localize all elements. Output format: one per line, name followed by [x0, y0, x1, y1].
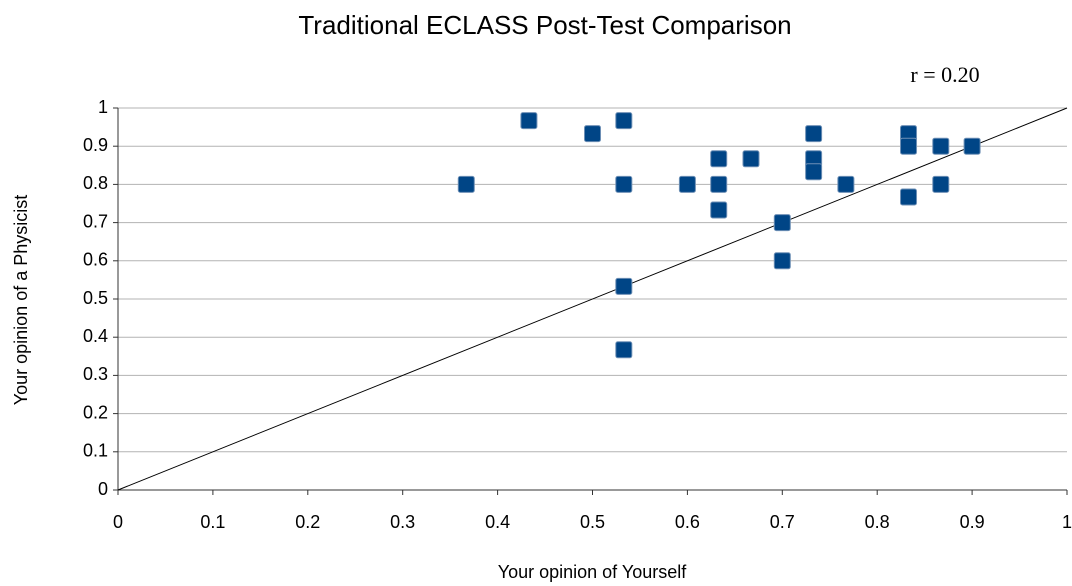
point: [615, 341, 633, 359]
point: [615, 175, 633, 193]
x-tick-label: 0.4: [485, 512, 510, 532]
point: [900, 137, 918, 155]
point: [742, 150, 760, 168]
annotation: r = 0.20: [910, 62, 979, 87]
point: [837, 175, 855, 193]
point: [520, 112, 538, 130]
point: [710, 150, 728, 168]
y-tick-label: 0.7: [83, 211, 108, 231]
x-tick-label: 0.3: [390, 512, 415, 532]
point: [457, 175, 475, 193]
x-tick-label: 0.7: [770, 512, 795, 532]
chart-title: Traditional ECLASS Post-Test Comparison: [298, 10, 791, 40]
reference-line: [117, 107, 1068, 491]
y-tick-label: 0.6: [83, 250, 108, 270]
x-tick-label: 0.5: [580, 512, 605, 532]
point: [773, 214, 791, 232]
x-tick-label: 0.9: [960, 512, 985, 532]
point: [584, 125, 601, 143]
x-tick-label: 0.2: [295, 512, 320, 532]
x-axis-label: Your opinion of Yourself: [498, 562, 687, 582]
x-tick-label: 0: [113, 512, 123, 532]
point: [932, 175, 950, 193]
y-tick-label: 0.1: [83, 441, 108, 461]
y-tick-label: 0.9: [83, 135, 108, 155]
point: [710, 201, 728, 219]
point: [963, 137, 981, 155]
point: [615, 277, 633, 295]
y-tick-label: 0.5: [83, 288, 108, 308]
point: [678, 175, 696, 193]
x-tick-label: 0.8: [865, 512, 890, 532]
point: [615, 112, 633, 130]
y-tick-label: 1: [98, 97, 108, 117]
x-tick-label: 0.1: [200, 512, 225, 532]
point: [710, 175, 728, 193]
point: [805, 125, 823, 143]
y-tick-label: 0.8: [83, 173, 108, 193]
point: [773, 252, 791, 270]
point: [932, 137, 950, 155]
y-tick-label: 0: [98, 479, 108, 499]
y-tick-label: 0.4: [83, 326, 108, 346]
point: [805, 163, 823, 181]
x-tick-label: 1: [1062, 512, 1072, 532]
y-tick-label: 0.2: [83, 402, 108, 422]
y-axis-label: Your opinion of a Physicist: [11, 195, 31, 405]
x-tick-label: 0.6: [675, 512, 700, 532]
point: [900, 188, 918, 206]
y-tick-label: 0.3: [83, 364, 108, 384]
